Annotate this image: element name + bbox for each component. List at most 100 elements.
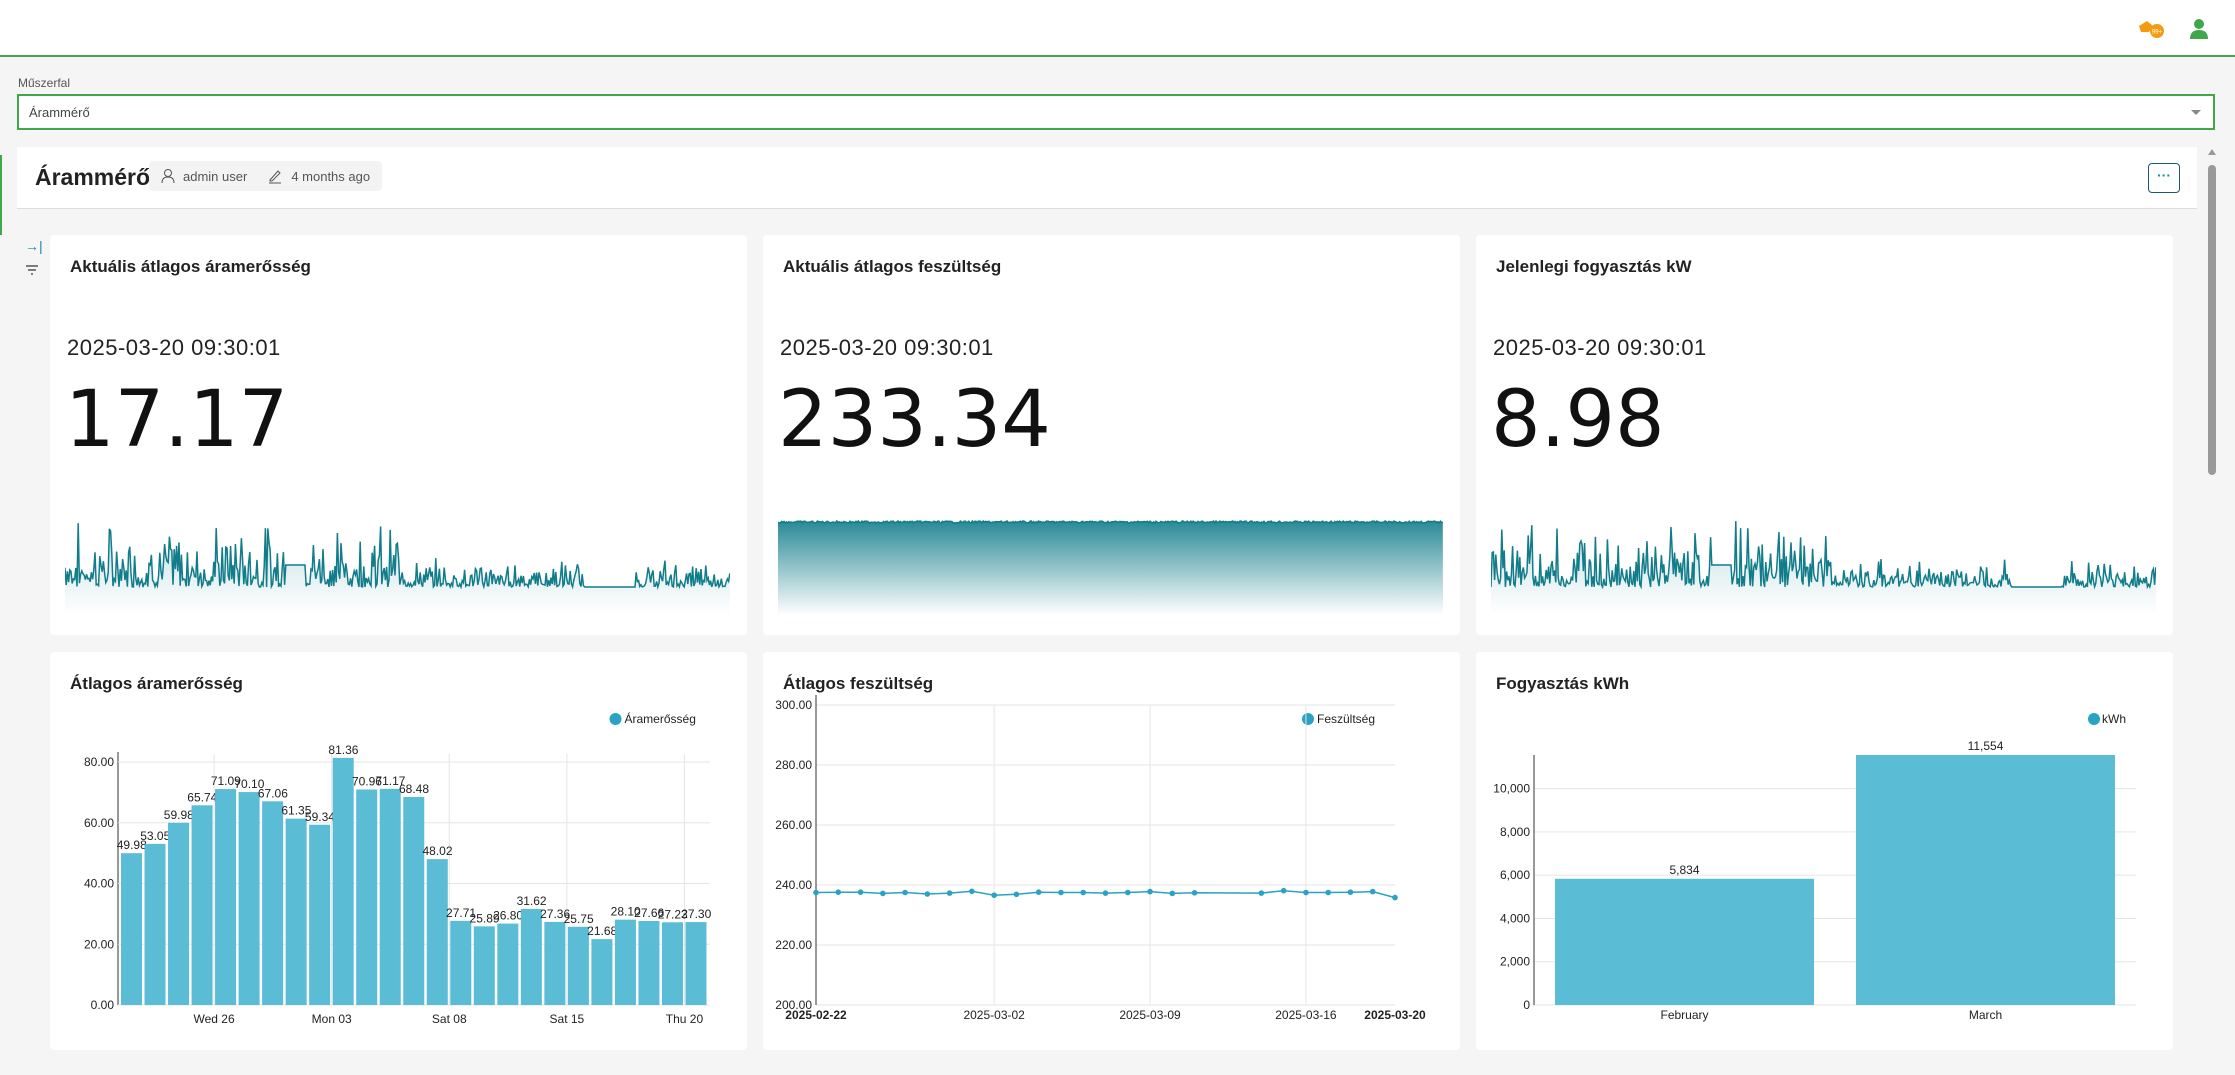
data-point [1169,890,1176,897]
data-point [1058,889,1064,896]
scrollbar-thumb[interactable] [2208,165,2216,475]
y-tick-label: 6,000 [1500,868,1530,882]
sparkline-area [1491,521,2156,615]
data-label: 67.06 [258,786,288,800]
data-label: 25.75 [564,912,594,926]
x-tick-label: Mon 03 [312,1012,352,1026]
data-point [1347,889,1354,895]
sparkline-area [778,521,1443,615]
y-tick-label: 10,000 [1493,782,1530,796]
author: admin user [183,168,248,184]
y-tick-label: 80.00 [84,755,114,769]
data-point [969,888,975,895]
bar [614,919,636,1005]
expand-sidebar-icon[interactable]: →| [25,238,43,254]
bar [426,859,448,1005]
data-label: 68.48 [399,782,429,796]
consumption-bar-chart: kWh 0 2,000 4,000 6,000 8,000 10,000 5,834 Febru… [1493,712,2136,1022]
dashboard-selector-label: Műszerfal [18,76,71,90]
sparkline [65,523,730,615]
data-label: 65.74 [187,790,217,804]
user-icon[interactable] [2187,18,2211,40]
data-label: 5,834 [1669,863,1699,877]
bar [1856,755,2115,1005]
card-title: Fogyasztás kWh [1496,674,1630,693]
chevron-down-icon[interactable] [2191,110,2201,115]
legend-swatch [1302,713,1314,725]
y-tick-label: 8,000 [1500,825,1530,839]
bar [450,920,472,1005]
stat-timestamp: 2025-03-20 09:30:01 [780,335,994,360]
dashboard-selector-value: Árammérő [29,105,90,120]
data-point [1102,890,1109,896]
y-tick-label: 20.00 [84,937,114,951]
more-options-button[interactable]: ··· [2148,163,2180,193]
data-label: 81.36 [328,743,358,757]
data-label: 25.89 [470,911,500,925]
data-point [1013,891,1020,898]
x-tick-label: Sat 08 [432,1012,467,1026]
modified-time: 4 months ago [291,168,371,184]
bar [567,926,589,1005]
data-point [1325,889,1331,896]
data-point [924,891,931,897]
data-point [1035,889,1042,895]
chart-card-current: Átlagos áramerősség Áramerősség 0.00 20.00… [50,652,747,1050]
data-label: 59.34 [305,810,335,824]
legend-label: Áramerősség [625,711,696,726]
bar [356,789,378,1005]
data-label: 70.10 [234,777,264,791]
bar [262,801,284,1005]
legend-label: Feszültség [1317,712,1375,726]
data-point [1258,890,1265,896]
data-point [880,890,886,897]
y-tick-label: 0 [1523,998,1530,1012]
scroll-up-arrow-icon[interactable] [2208,149,2216,155]
card-title: Aktuális átlagos áramerősség [70,257,311,276]
data-label: 71.17 [375,774,405,788]
sparkline [778,519,1443,615]
bar [403,796,425,1005]
stat-card-current: Aktuális átlagos áramerősség 2025-03-20 … [50,235,747,635]
filter-icon[interactable] [25,264,39,276]
x-tick-label: March [1969,1008,2002,1022]
y-tick-label: 60.00 [84,816,114,830]
x-tick-label: Wed 26 [194,1012,235,1026]
stat-card-power: Jelenlegi fogyasztás kW 2025-03-20 09:30… [1476,235,2173,635]
y-tick-label: 260.00 [775,818,812,832]
data-point [1191,890,1198,896]
bar [144,843,166,1005]
legend-label: kWh [2102,712,2126,726]
legend-swatch [609,713,622,725]
data-point [1280,887,1287,894]
x-tick-label: 2025-03-16 [1275,1008,1337,1022]
svg-text:99+: 99+ [2152,30,2163,36]
data-point [1369,888,1376,895]
sparkline-area [65,523,730,615]
sparkline [1491,521,2156,615]
dashboard-selector-input[interactable]: Árammérő [17,94,2215,130]
chart-card-consumption: Fogyasztás kWh kWh 0 2,000 4,000 6,000 8,000 1… [1476,652,2173,1050]
data-label: 59.98 [164,808,194,822]
card-title: Aktuális átlagos feszültség [783,257,1002,276]
data-point [1147,888,1153,895]
data-point [902,889,908,896]
stat-timestamp: 2025-03-20 09:30:01 [67,335,281,360]
current-bar-chart: Áramerősség 0.00 20.00 40.00 60.00 80.00 Wed 2… [84,711,712,1026]
bar [379,788,401,1005]
bar [473,926,495,1005]
notification-truck-icon[interactable]: 99+ [2137,18,2165,40]
bar [332,757,354,1005]
bar [497,923,519,1005]
y-tick-label: 0.00 [91,998,115,1012]
side-tools: →| [25,238,43,279]
bar [238,792,260,1005]
bar [520,908,542,1005]
data-point [1080,889,1087,896]
card-title: Átlagos áramerősség [70,674,243,693]
data-label: 28.10 [611,905,641,919]
y-tick-label: 280.00 [775,758,812,772]
data-label: 31.62 [517,894,547,908]
scrollbar[interactable] [2205,147,2219,1067]
data-point [1303,889,1309,896]
